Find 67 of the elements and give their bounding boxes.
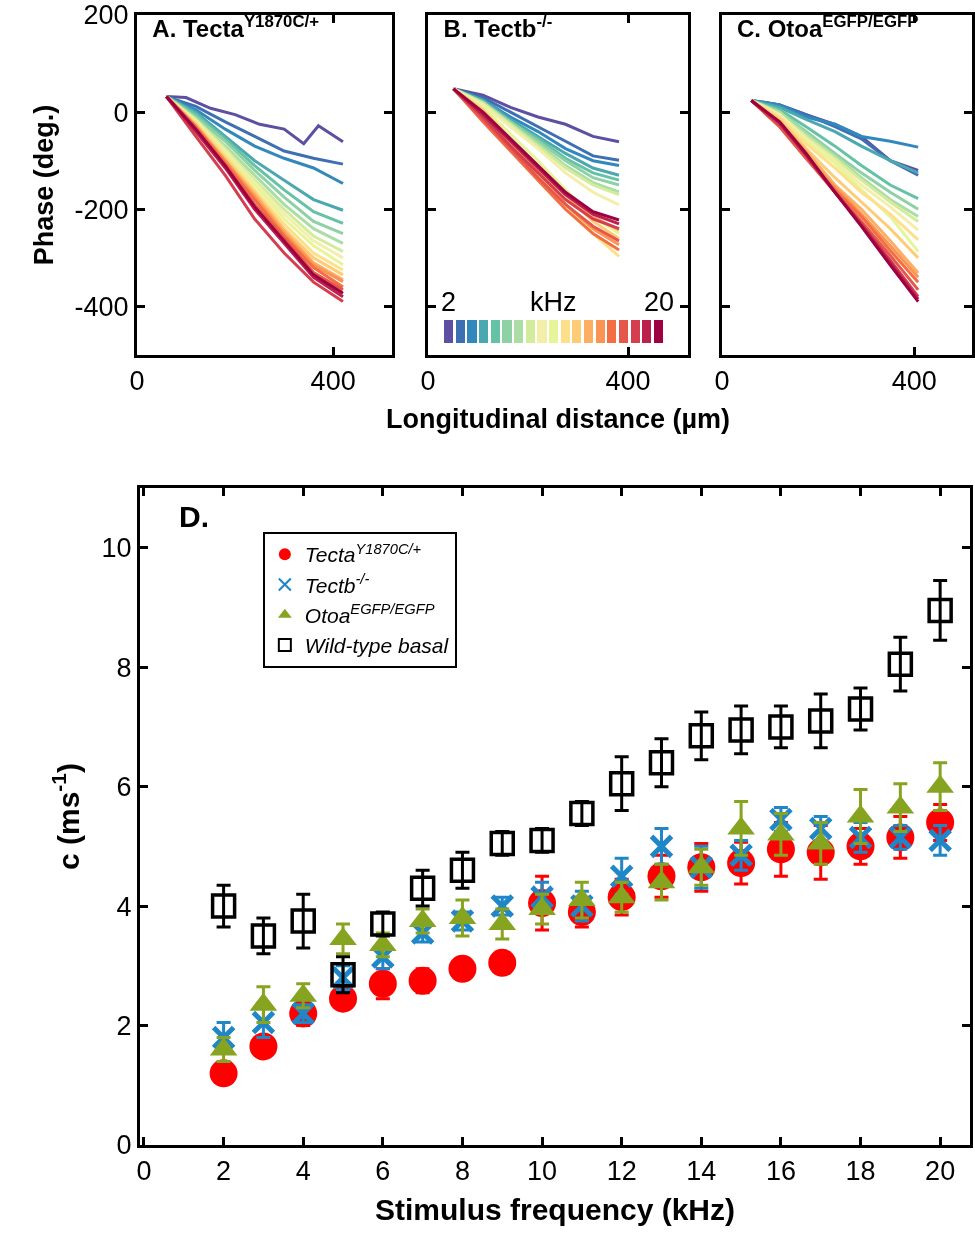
point <box>688 723 715 749</box>
annotation: 20 <box>644 287 675 317</box>
point <box>209 1059 238 1088</box>
x-tick-label: 400 <box>891 366 937 397</box>
point <box>290 908 316 934</box>
x-tick-label: 10 <box>527 1156 558 1187</box>
point <box>807 708 834 734</box>
annotation: D. <box>179 500 209 533</box>
point <box>609 863 635 889</box>
x-tick-label: 14 <box>686 1156 717 1187</box>
y-tick-label: 0 <box>116 1130 132 1161</box>
chart-title: A. Tecta$^{Y1870C/+}$ <box>152 11 320 42</box>
x-tick-label: 400 <box>605 366 651 397</box>
point <box>648 750 675 776</box>
point <box>250 923 277 949</box>
y-tick-label: -200 <box>74 194 129 225</box>
point <box>569 800 595 827</box>
x-tick-label: 18 <box>845 1156 876 1187</box>
y-tick-label: 0 <box>113 97 129 128</box>
point <box>768 714 794 740</box>
point <box>648 833 674 859</box>
x-tick-label: 8 <box>454 1156 470 1187</box>
x-axis-title: Longitudinal distance (µm) <box>385 403 731 434</box>
y-tick-label: 4 <box>116 891 132 922</box>
point <box>210 893 237 919</box>
point <box>488 948 517 977</box>
y-axis-title: Phase (deg.) <box>28 104 59 266</box>
chart-title: C. Otoa$^{EGFP/EGFP}$ <box>737 11 919 42</box>
x-tick-label: 0 <box>420 366 436 397</box>
annotation: 2 <box>441 287 457 317</box>
point <box>409 875 436 901</box>
x-tick-label: 0 <box>714 366 730 397</box>
point <box>927 827 953 853</box>
legend-label: Tectb$^{-/-}$ <box>304 570 370 597</box>
point <box>211 1024 237 1050</box>
y-tick-label: 8 <box>116 652 132 683</box>
legend-label: Otoa$^{EGFP/EGFP}$ <box>304 601 435 627</box>
x-tick-label: 20 <box>925 1156 956 1187</box>
x-axis-title: Stimulus frequency (kHz) <box>374 1192 736 1226</box>
point <box>728 717 754 743</box>
legend-label: Wild-type basal <box>304 634 450 658</box>
point <box>448 954 477 983</box>
y-tick-label: 2 <box>116 1011 132 1041</box>
point <box>370 911 396 937</box>
x-tick-label: 16 <box>765 1156 796 1187</box>
point <box>608 770 635 797</box>
x-tick-label: 6 <box>375 1156 391 1187</box>
y-tick-label: -400 <box>74 291 129 322</box>
x-tick-label: 12 <box>606 1156 637 1187</box>
annotation: kHz <box>530 287 577 317</box>
y-tick-label: 6 <box>116 772 132 803</box>
legend-label: Tecta$^{Y1870C/+}$ <box>304 540 422 567</box>
point <box>449 857 476 883</box>
x-tick-label: 400 <box>310 366 356 397</box>
chart-title: B. Tectb$^{-/-}$ <box>443 11 553 42</box>
x-tick-label: 2 <box>216 1156 232 1187</box>
point <box>847 696 874 722</box>
x-tick-label: 4 <box>295 1156 311 1187</box>
point <box>529 827 555 854</box>
line-series <box>164 95 345 146</box>
x-tick-label: 0 <box>136 1156 152 1187</box>
point <box>249 1032 278 1061</box>
point <box>887 651 914 677</box>
point <box>489 830 515 857</box>
y-tick-label: 200 <box>83 0 129 31</box>
y-tick-label: 10 <box>101 533 132 564</box>
point <box>927 597 953 624</box>
